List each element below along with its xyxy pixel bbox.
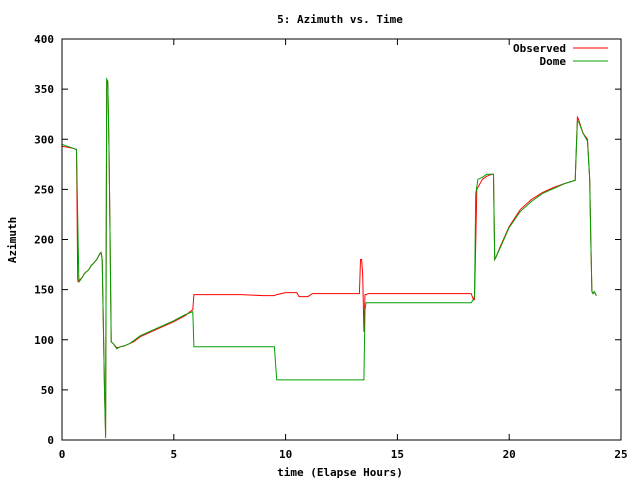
plot-frame: [61, 38, 622, 441]
chart-title: 5: Azimuth vs. Time: [277, 13, 403, 26]
y-tick-label: 350: [34, 83, 54, 96]
y-tick-label: 100: [34, 334, 54, 347]
series-line-dome: [61, 77, 597, 439]
y-tick-label: 250: [34, 183, 54, 196]
y-axis-label: Azimuth: [6, 217, 19, 263]
y-tick-label: 50: [41, 384, 54, 397]
y-tick-label: 150: [34, 284, 54, 297]
x-tick-label: 20: [503, 448, 516, 461]
x-tick-label: 25: [614, 448, 627, 461]
x-tick-label: 15: [391, 448, 404, 461]
x-tick-label: 10: [279, 448, 292, 461]
x-axis-ticks: 0 5 10 15 20 25: [59, 39, 628, 461]
x-tick-label: 5: [170, 448, 177, 461]
x-axis-label: time (Elapse Hours): [277, 466, 403, 479]
y-tick-label: 0: [47, 434, 54, 447]
y-tick-label: 300: [34, 133, 54, 146]
x-tick-label: 0: [59, 448, 66, 461]
y-axis-ticks: 0 50 100 150 200 250 300 350 400: [34, 33, 621, 447]
legend-label-observed: Observed: [513, 42, 566, 55]
y-tick-label: 400: [34, 33, 54, 46]
y-tick-label: 200: [34, 234, 54, 247]
series-layer: [61, 77, 597, 439]
legend-label-dome: Dome: [540, 55, 567, 68]
